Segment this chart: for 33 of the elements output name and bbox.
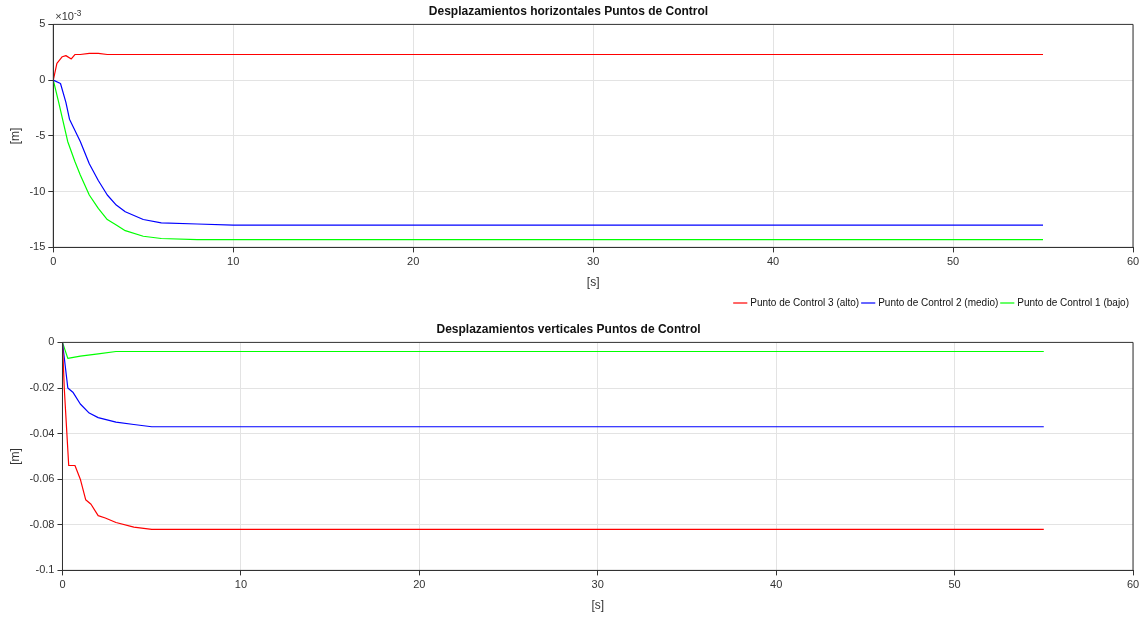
x-tick-label: 20 — [407, 255, 420, 268]
x-axis-title: [s] — [586, 275, 600, 290]
x-tick-label: 20 — [413, 578, 426, 591]
y-tick-label: -0.04 — [29, 426, 55, 439]
legend-label: Punto de Control 3 (alto) — [750, 296, 860, 308]
x-tick-label: 40 — [766, 255, 780, 268]
y-tick-label: -0.02 — [29, 381, 55, 394]
y-tick-label: -0.08 — [29, 517, 55, 530]
y-tick-label: 0 — [39, 73, 46, 86]
x-tick-label: 40 — [770, 578, 783, 591]
x-tick-label: 50 — [946, 255, 960, 268]
y-axis-title: [m] — [7, 127, 22, 145]
x-axis-title: [s] — [591, 598, 605, 613]
x-tick-label: 30 — [587, 255, 600, 268]
x-tick-label: 30 — [591, 578, 604, 591]
chart-title: Desplazamientos verticales Puntos de Control — [436, 321, 701, 336]
x-tick-label: 60 — [1126, 255, 1140, 268]
chart-title: Desplazamientos horizontales Puntos de Control — [428, 3, 709, 18]
y-tick-label: -0.1 — [35, 563, 55, 576]
y-tick-label: -15 — [29, 240, 46, 253]
x-tick-label: 10 — [227, 255, 240, 268]
x-tick-label: 0 — [59, 578, 66, 591]
x-tick-label: 60 — [1126, 578, 1140, 591]
x-tick-label: 50 — [948, 578, 961, 591]
y-tick-label: -5 — [35, 128, 46, 141]
y-tick-label: 5 — [39, 17, 46, 30]
x-tick-label: 10 — [234, 578, 248, 591]
y-tick-label: -10 — [29, 184, 46, 197]
legend-label: Punto de Control 2 (medio) — [878, 296, 999, 308]
y-tick-label: -0.06 — [29, 472, 55, 485]
y-tick-label: 0 — [48, 335, 55, 348]
y-axis-title: [m] — [7, 448, 22, 465]
legend-label: Punto de Control 1 (bajo) — [1017, 296, 1129, 308]
